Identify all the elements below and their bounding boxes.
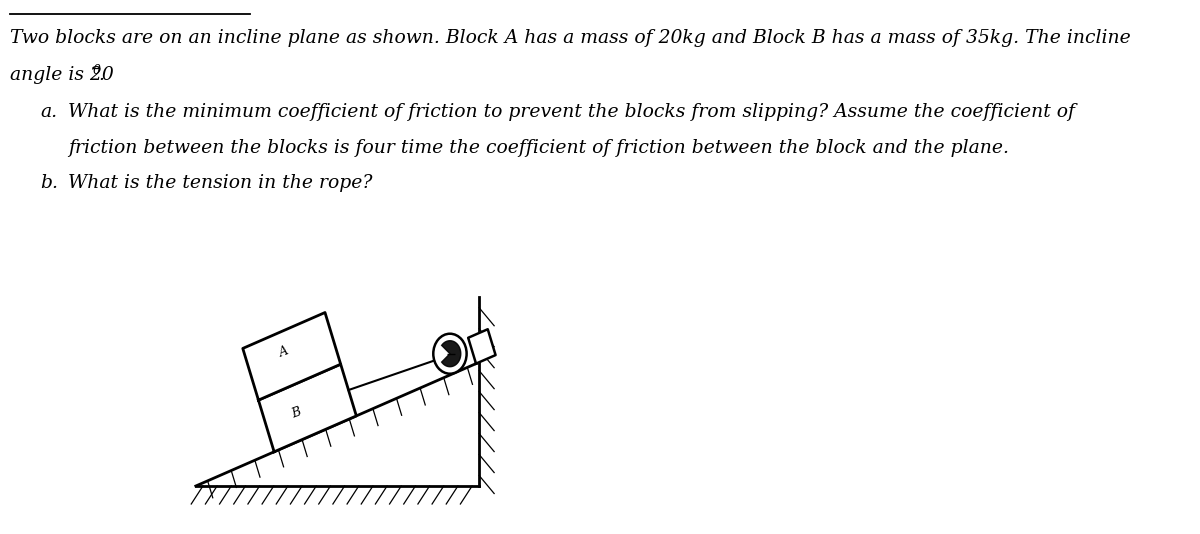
Text: A: A [277,344,290,359]
Text: .: . [98,66,104,84]
Polygon shape [258,364,356,452]
Text: angle is 20: angle is 20 [10,66,114,84]
Text: a.: a. [40,103,58,121]
Polygon shape [442,341,461,367]
Circle shape [433,334,467,374]
Polygon shape [242,312,341,400]
Text: 0: 0 [92,65,101,77]
Polygon shape [468,329,496,364]
Text: friction between the blocks is four time the coefficient of friction between the: friction between the blocks is four time… [68,139,1009,157]
Text: B: B [290,405,302,421]
Text: Two blocks are on an incline plane as shown. Block A has a mass of 20kg and Bloc: Two blocks are on an incline plane as sh… [10,29,1130,47]
Text: What is the minimum coefficient of friction to prevent the blocks from slipping?: What is the minimum coefficient of frict… [68,103,1075,121]
Text: What is the tension in the rope?: What is the tension in the rope? [68,174,373,192]
Text: b.: b. [40,174,58,192]
